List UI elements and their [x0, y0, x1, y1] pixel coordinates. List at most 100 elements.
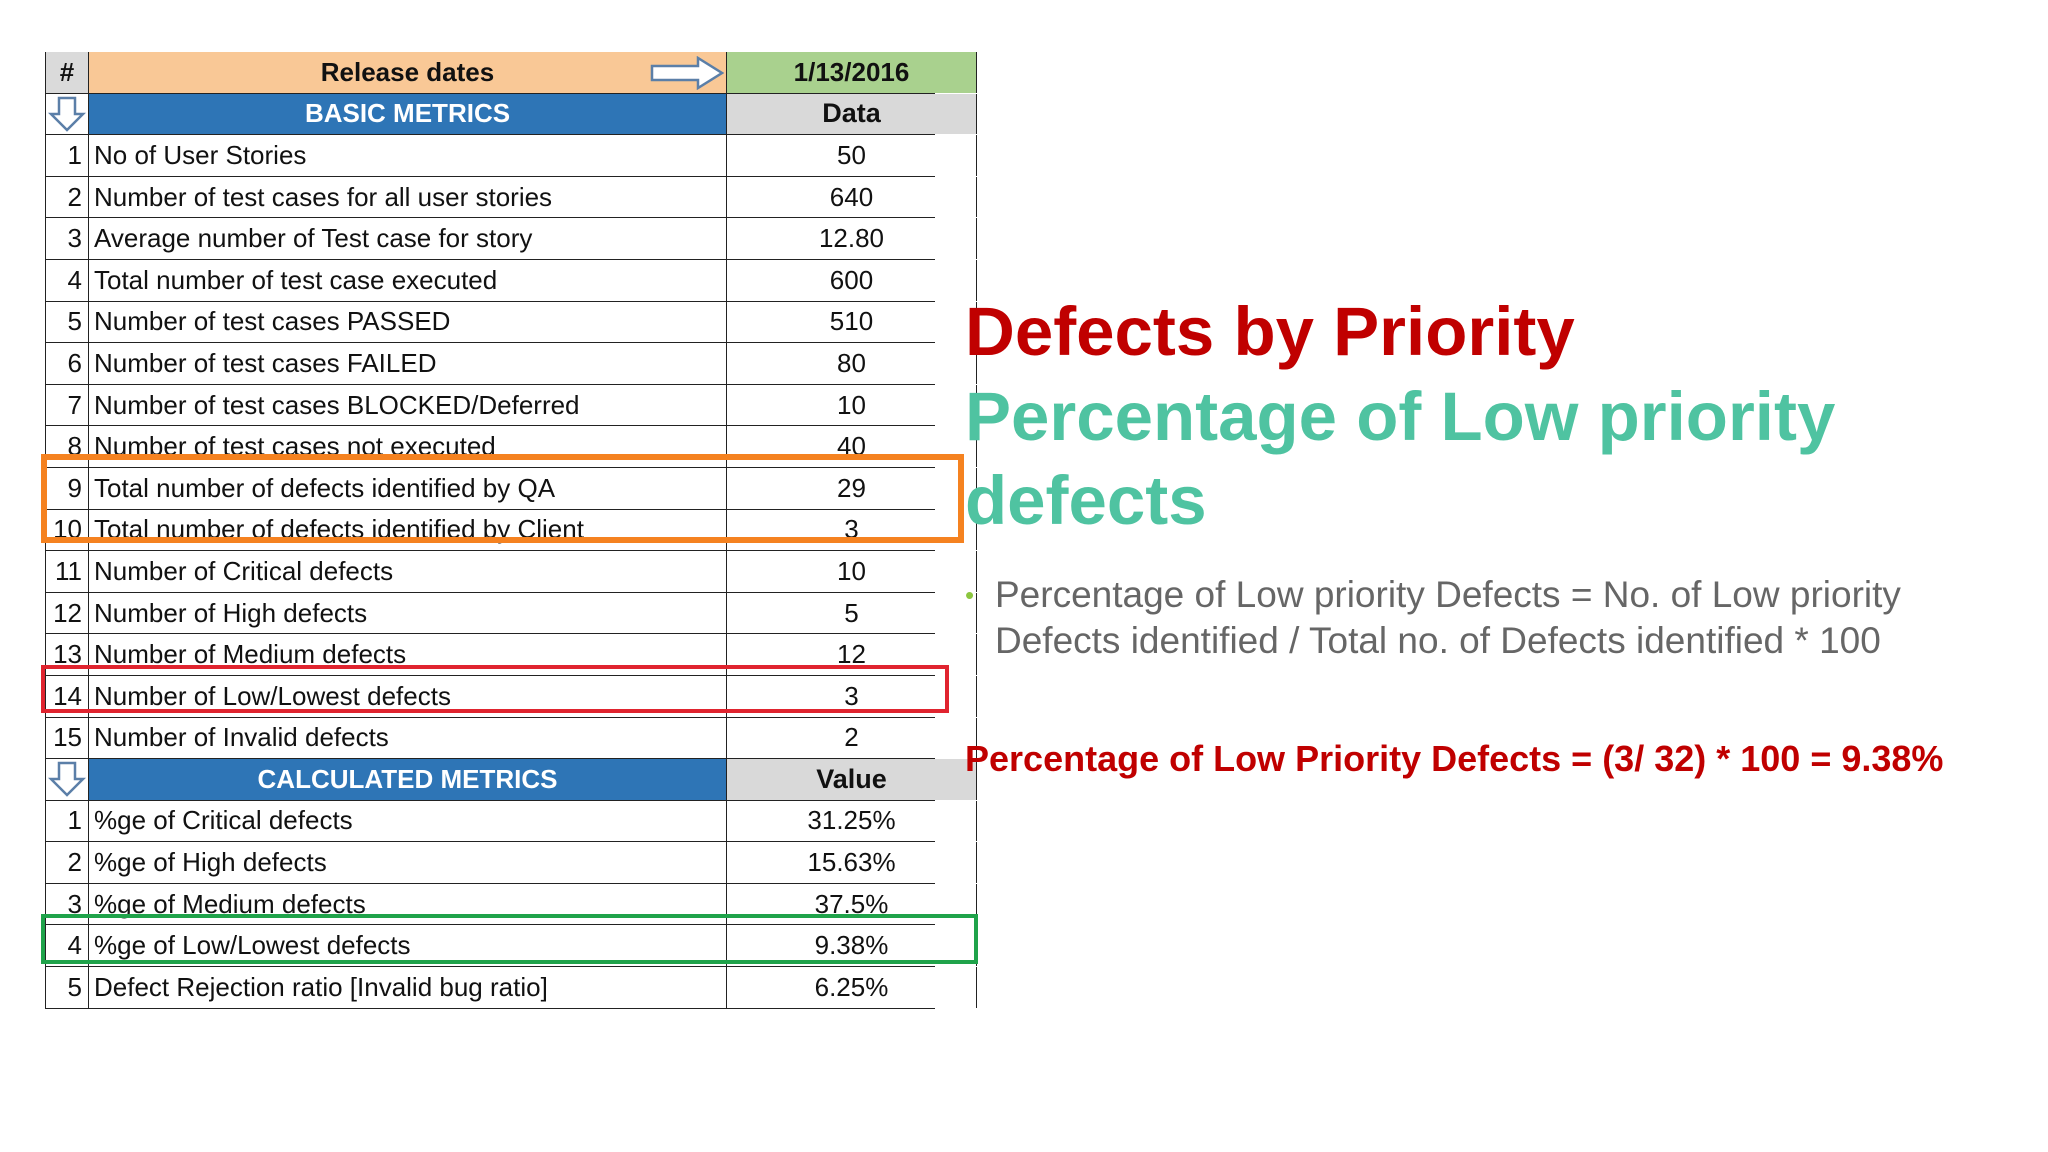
metric-label: Average number of Test case for story [89, 218, 727, 259]
release-dates-label: Release dates [320, 56, 495, 87]
row-number: 12 [45, 592, 89, 634]
metric-value: 12.80 [727, 218, 977, 259]
metric-label: Number of Medium defects [89, 634, 727, 675]
table-row: 1 %ge of Critical defects 31.25% [45, 800, 977, 843]
table-row: 2 Number of test cases for all user stori… [45, 176, 977, 219]
metric-label: Number of High defects [89, 592, 727, 634]
metric-label: Number of test cases FAILED [89, 343, 727, 384]
metric-label: Number of Invalid defects [89, 717, 727, 759]
row-number: 1 [45, 800, 89, 842]
table-row: 9 Total number of defects identified by Q… [45, 467, 977, 510]
basic-metrics-header-row: BASIC METRICS Data [45, 93, 977, 136]
value-column-header: Value [727, 759, 977, 800]
metric-label: Total number of defects identified by Cl… [89, 509, 727, 551]
table-row: 15 Number of Invalid defects 2 [45, 717, 977, 760]
metric-value: 600 [727, 259, 977, 301]
calculated-metrics-title: CALCULATED METRICS [89, 759, 727, 800]
table-row: 10 Total number of defects identified by … [45, 509, 977, 552]
metric-label: Number of test cases BLOCKED/Deferred [89, 384, 727, 426]
table-row: 7 Number of test cases BLOCKED/Deferred 10 [45, 384, 977, 427]
row-number: 5 [45, 967, 89, 1008]
metric-value: 5 [727, 592, 977, 634]
right-arrow-icon [650, 56, 724, 90]
result-formula: Percentage of Low Priority Defects = (3/… [965, 738, 1944, 779]
down-arrow-icon [48, 762, 86, 798]
row-number: 5 [45, 301, 89, 343]
slide-title: Defects by Priority [965, 293, 1575, 370]
row-number: 6 [45, 343, 89, 384]
metric-label: Defect Rejection ratio [Invalid bug rati… [89, 967, 727, 1008]
metric-label: %ge of Low/Lowest defects [89, 925, 727, 967]
metric-label: Number of test cases PASSED [89, 301, 727, 343]
metric-value: 640 [727, 176, 977, 218]
row-number: 1 [45, 135, 89, 176]
metric-label: Total number of test case executed [89, 259, 727, 301]
formula-bullet: • Percentage of Low priority Defects = N… [965, 572, 2015, 664]
row-number: 7 [45, 384, 89, 426]
calculated-metrics-header-row: CALCULATED METRICS Value [45, 759, 977, 801]
row-number: 11 [45, 551, 89, 592]
table-row: 11 Number of Critical defects 10 [45, 551, 977, 593]
metric-value: 37.5% [727, 883, 977, 925]
table-row: 14 Number of Low/Lowest defects 3 [45, 675, 977, 718]
formula-text: Percentage of Low priority Defects = No.… [995, 574, 1901, 661]
metric-label: Number of Low/Lowest defects [89, 675, 727, 717]
row-number: 4 [45, 259, 89, 301]
table-row: 5 Number of test cases PASSED 510 [45, 301, 977, 344]
table-row: 6 Number of test cases FAILED 80 [45, 343, 977, 385]
table-row: 3 Average number of Test case for story 12… [45, 218, 977, 260]
row-number: 14 [45, 675, 89, 717]
metric-value: 9.38% [727, 925, 977, 967]
release-date-value: 1/13/2016 [727, 52, 977, 93]
table-row: 8 Number of test cases not executed 40 [45, 426, 977, 468]
table-row: 12 Number of High defects 5 [45, 592, 977, 635]
data-column-header: Data [727, 93, 977, 135]
metric-value: 15.63% [727, 842, 977, 883]
metric-label: Number of Critical defects [89, 551, 727, 592]
row-number: 13 [45, 634, 89, 675]
slide-subtitle: Percentage of Low priority defects [965, 378, 1836, 539]
release-dates-label-cell: Release dates [89, 52, 727, 93]
table-row: 4 Total number of test case executed 600 [45, 259, 977, 302]
row-number: 10 [45, 509, 89, 551]
row-number: 3 [45, 883, 89, 925]
metric-value: 40 [727, 426, 977, 467]
metric-value: 2 [727, 717, 977, 759]
metric-value: 3 [727, 675, 977, 717]
table-row: 1 No of User Stories 50 [45, 135, 977, 177]
table-row: 2 %ge of High defects 15.63% [45, 842, 977, 884]
down-arrow-icon [48, 96, 86, 132]
row-number: 3 [45, 218, 89, 259]
calculated-metrics-arrow-cell [45, 759, 89, 800]
metric-label: Number of test cases not executed [89, 426, 727, 467]
metric-value: 29 [727, 467, 977, 509]
metric-value: 3 [727, 509, 977, 551]
bullet-icon: • [965, 580, 975, 610]
metric-value: 10 [727, 384, 977, 426]
row-number: 9 [45, 467, 89, 509]
row-number: 15 [45, 717, 89, 759]
table-row: 5 Defect Rejection ratio [Invalid bug rat… [45, 967, 977, 1009]
metric-label: Number of test cases for all user storie… [89, 176, 727, 218]
metric-value: 12 [727, 634, 977, 675]
metric-value: 50 [727, 135, 977, 176]
row-number: 8 [45, 426, 89, 467]
basic-metrics-title: BASIC METRICS [89, 93, 727, 135]
table-row: 4 %ge of Low/Lowest defects 9.38% [45, 925, 977, 968]
metrics-table: # Release dates 1/13/2016 BASIC METRICS … [45, 52, 977, 1009]
metric-label: %ge of Medium defects [89, 883, 727, 925]
basic-metrics-rows: 1 No of User Stories 50 2 Number of test cas… [45, 135, 977, 760]
column-number-header: # [45, 52, 89, 93]
metric-label: No of User Stories [89, 135, 727, 176]
metric-label: %ge of Critical defects [89, 800, 727, 842]
metric-value: 10 [727, 551, 977, 592]
row-number: 2 [45, 176, 89, 218]
row-number: 2 [45, 842, 89, 883]
release-dates-row: # Release dates 1/13/2016 [45, 52, 977, 94]
basic-metrics-arrow-cell [45, 93, 89, 135]
metric-label: Total number of defects identified by QA [89, 467, 727, 509]
metric-value: 6.25% [727, 967, 977, 1008]
metric-label: %ge of High defects [89, 842, 727, 883]
calculated-metrics-rows: 1 %ge of Critical defects 31.25% 2 %ge of Hi… [45, 800, 977, 1009]
